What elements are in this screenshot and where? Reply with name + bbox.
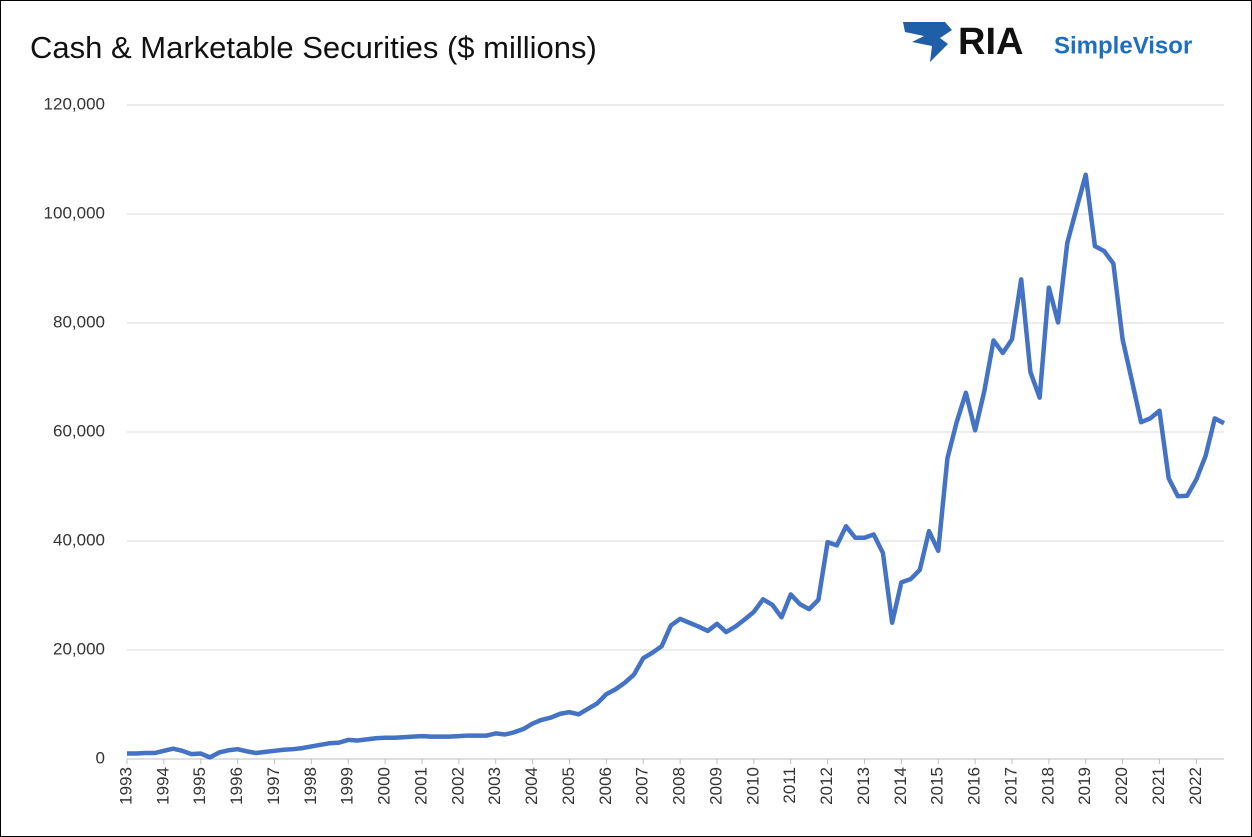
x-tick-label: 1996 — [227, 767, 246, 805]
x-tick-label: 2013 — [854, 767, 873, 805]
x-tick-label: 2014 — [891, 767, 910, 805]
x-tick-label: 2012 — [817, 767, 836, 805]
y-tick-label: 60,000 — [53, 421, 105, 440]
x-tick-label: 1998 — [301, 767, 320, 805]
y-tick-label: 20,000 — [53, 639, 105, 658]
x-tick-label: 2020 — [1112, 767, 1131, 805]
x-tick-label: 2018 — [1038, 767, 1057, 805]
x-tick-label: 2004 — [522, 767, 541, 805]
x-tick-label: 2017 — [1001, 767, 1020, 805]
x-tick-label: 2011 — [780, 767, 799, 804]
brand-sub: SimpleVisor — [1054, 32, 1192, 59]
x-tick-label: 2002 — [448, 767, 467, 805]
x-tick-label: 2021 — [1149, 767, 1168, 805]
y-tick-label: 0 — [96, 748, 105, 767]
y-tick-label: 120,000 — [44, 94, 105, 113]
x-tick-label: 2019 — [1075, 767, 1094, 805]
chart-title: Cash & Marketable Securities ($ millions… — [30, 30, 597, 65]
x-tick-label: 2007 — [633, 767, 652, 805]
x-tick-label: 2009 — [706, 767, 725, 805]
x-tick-label: 1994 — [153, 767, 172, 805]
x-tick-label: 2016 — [965, 767, 984, 805]
y-tick-label: 80,000 — [53, 312, 105, 331]
logo-icon — [903, 22, 952, 62]
y-tick-label: 100,000 — [44, 203, 105, 222]
x-tick-label: 2010 — [743, 767, 762, 805]
x-tick-label: 2000 — [375, 767, 394, 805]
x-tick-label: 1993 — [116, 767, 135, 805]
logo: RIA SimpleVisor — [903, 21, 1192, 63]
x-tick-label: 1999 — [338, 767, 357, 805]
x-tick-label: 2005 — [559, 767, 578, 805]
x-tick-label: 2015 — [928, 767, 947, 805]
x-tick-label: 2022 — [1186, 767, 1205, 805]
x-tick-label: 1997 — [264, 767, 283, 805]
x-tick-label: 2006 — [596, 767, 615, 805]
x-tick-label: 1995 — [190, 767, 209, 805]
x-tick-label: 2008 — [670, 767, 689, 805]
data-line — [127, 172, 1226, 760]
brand: RIA — [958, 21, 1023, 63]
x-tick-label: 2003 — [485, 767, 504, 805]
x-tick-label: 2001 — [411, 767, 430, 805]
y-tick-label: 40,000 — [53, 530, 105, 549]
